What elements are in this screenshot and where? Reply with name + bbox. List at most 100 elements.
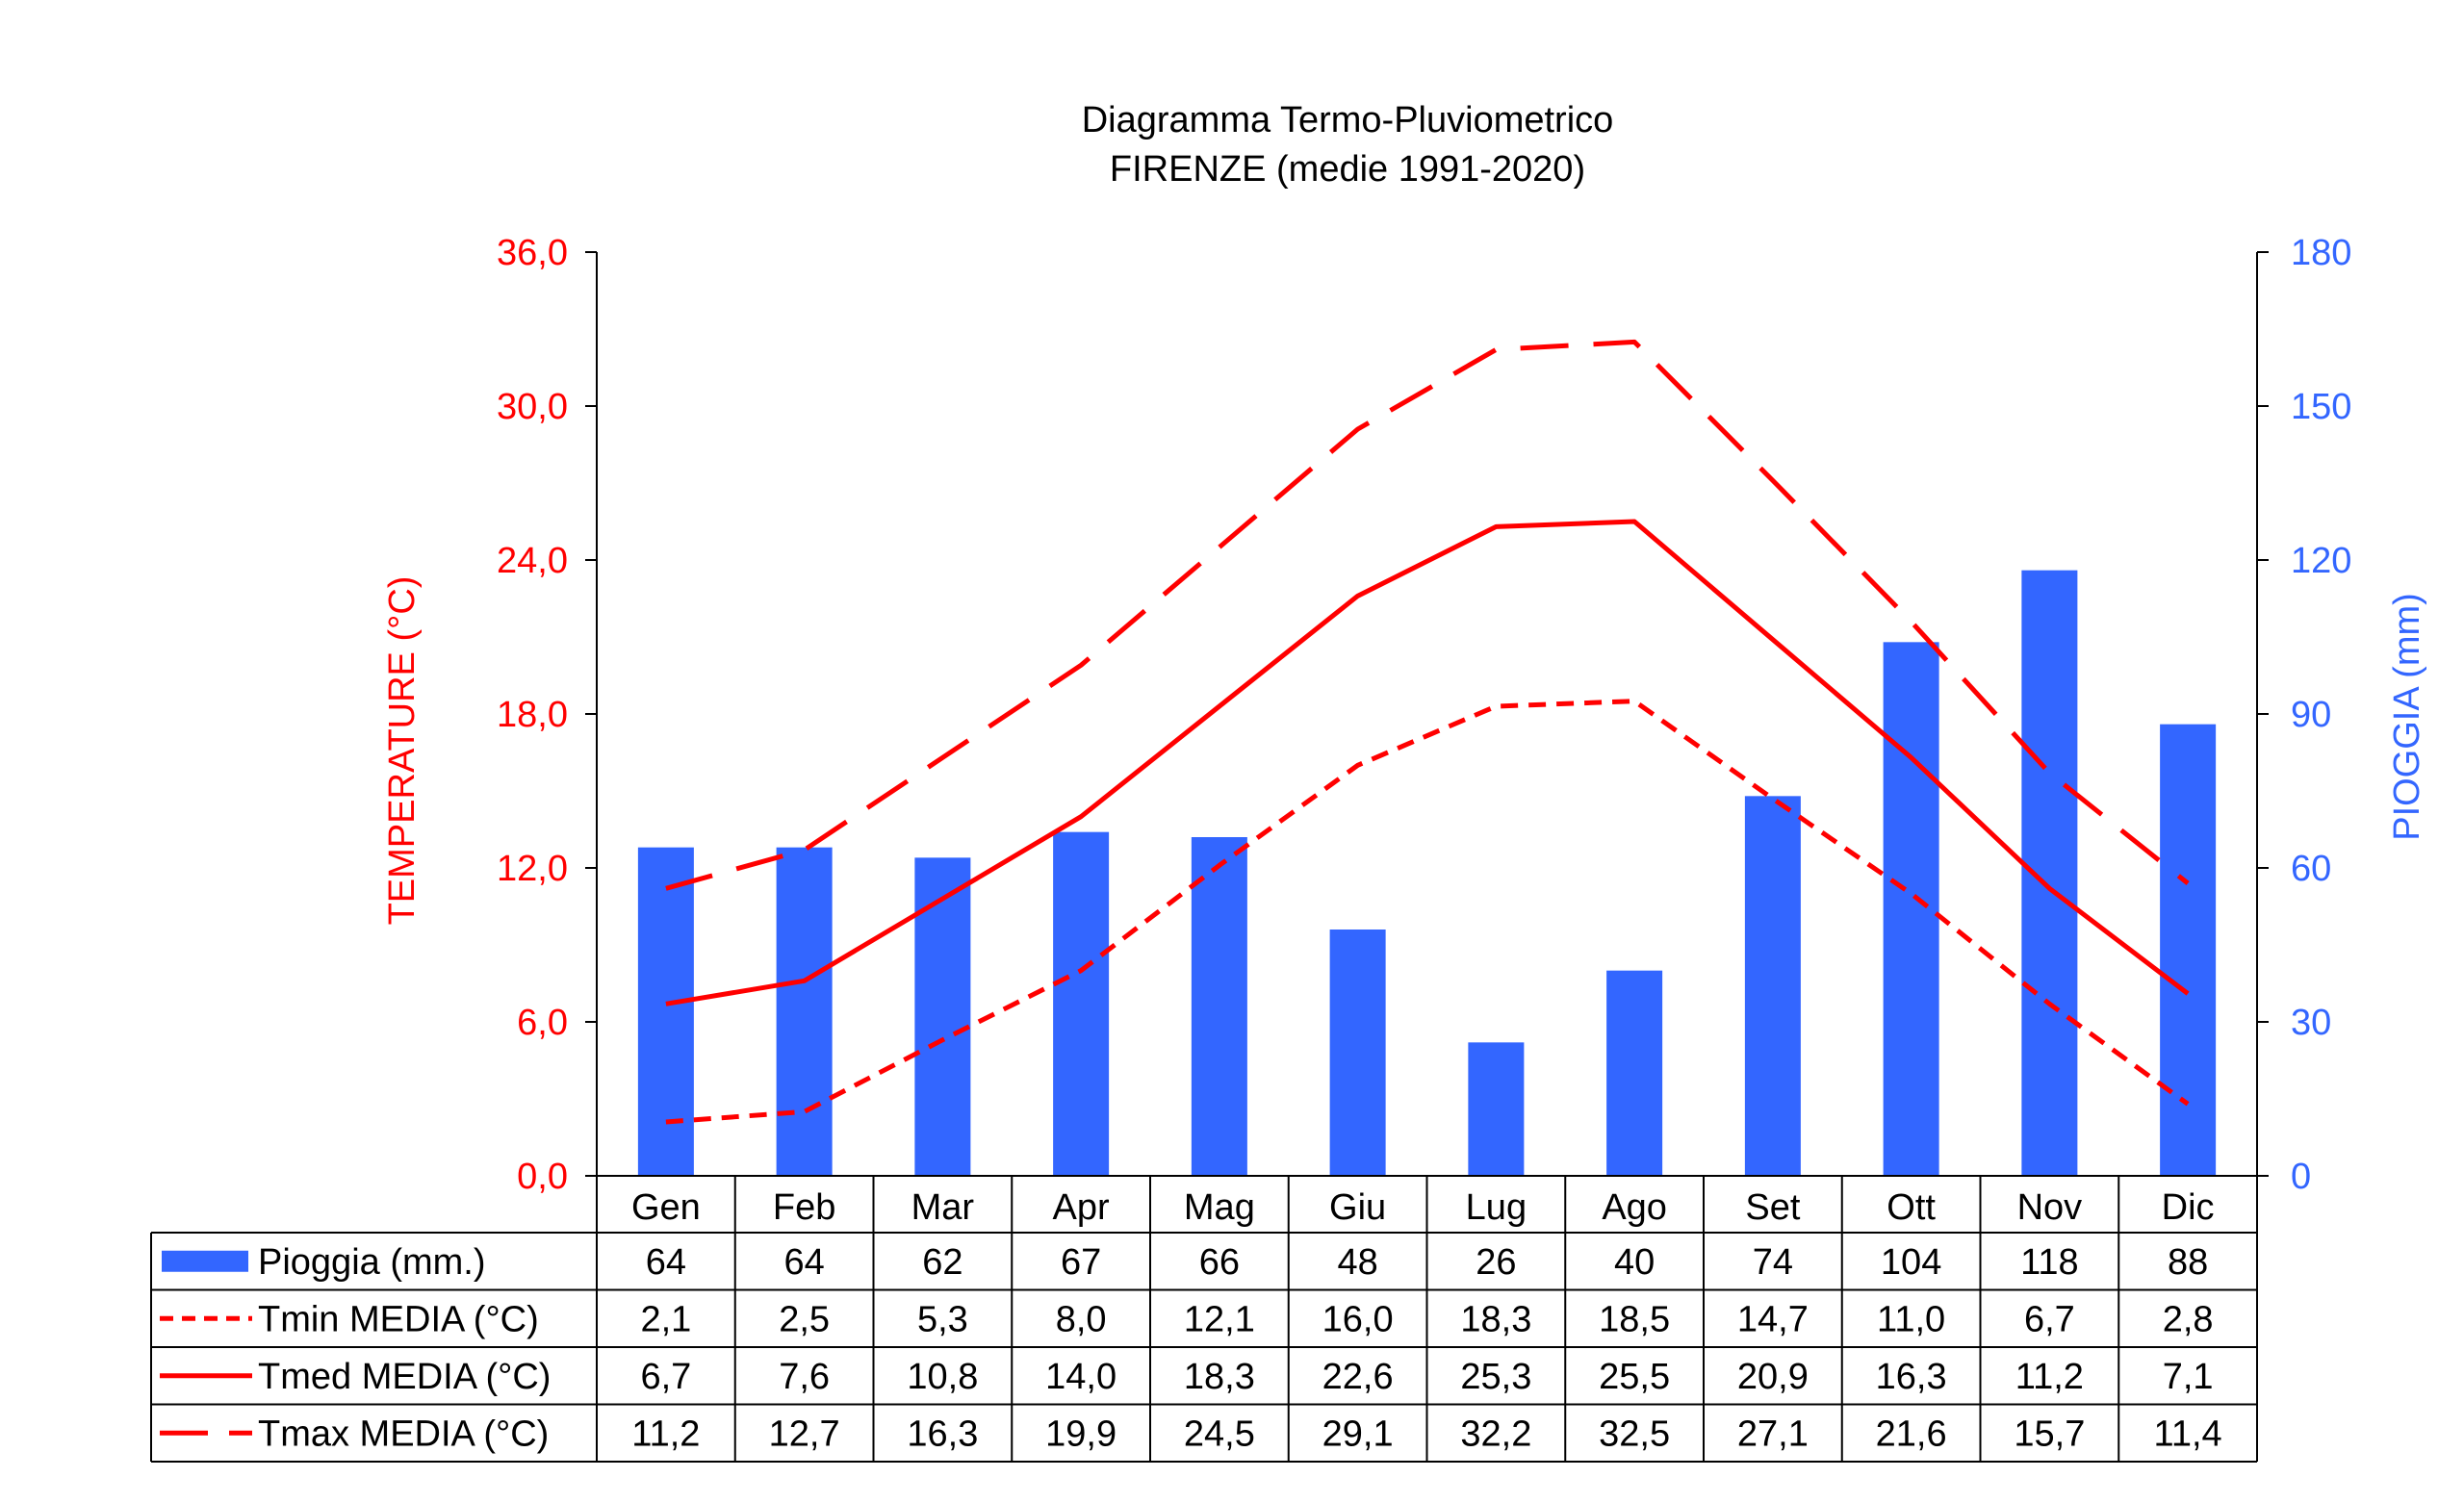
table-cell-tmax-mag: 24,5	[1184, 1414, 1255, 1454]
table-cell-tmin-giu: 16,0	[1322, 1299, 1394, 1339]
rain-bar-giu	[1329, 930, 1386, 1176]
y-left-axis-title: TEMPERATURE (°C)	[382, 576, 423, 926]
rain-bar-feb	[776, 847, 833, 1176]
table-cell-tmin-ott: 11,0	[1877, 1299, 1945, 1339]
x-tick-label-feb: Feb	[773, 1187, 835, 1228]
y-left-tick-label: 6,0	[517, 1003, 568, 1043]
table-cell-tmed-ott: 16,3	[1876, 1357, 1947, 1397]
y-right-tick-label: 30	[2291, 1003, 2331, 1043]
table-row-label-tmax: Tmax MEDIA (°C)	[258, 1414, 549, 1454]
table-cell-tmin-feb: 2,5	[779, 1299, 830, 1339]
table-cell-tmax-ott: 21,6	[1876, 1414, 1947, 1454]
y-left-tick-label: 36,0	[497, 233, 568, 273]
table-cell-tmed-gen: 6,7	[640, 1357, 691, 1397]
rain-bar-set	[1744, 796, 1801, 1176]
data-table: Gen Feb Mar Apr Mag Giu Lug Ago Set Ott Nov Dic Piog…	[150, 1176, 2258, 1463]
table-cell-tmax-gen: 11,2	[631, 1414, 700, 1454]
table-cell-tmed-set: 20,9	[1737, 1357, 1809, 1397]
table-cell-tmed-ago: 25,5	[1599, 1357, 1670, 1397]
table-cell-tmed-nov: 11,2	[2015, 1357, 2084, 1397]
table-cell-pioggia-ott: 104	[1881, 1242, 1941, 1283]
table-row-label-pioggia: Pioggia (mm.)	[258, 1242, 486, 1283]
table-cell-pioggia-gen: 64	[646, 1242, 686, 1283]
table-cell-pioggia-mar: 62	[922, 1242, 962, 1283]
table-row-label-tmin: Tmin MEDIA (°C)	[258, 1299, 539, 1339]
y-left-tick-label: 30,0	[497, 387, 568, 427]
y-left-tick-label: 24,0	[497, 541, 568, 581]
table-cell-tmax-nov: 15,7	[2014, 1414, 2085, 1454]
x-tick-label-apr: Apr	[1053, 1187, 1110, 1228]
table-cell-tmin-set: 14,7	[1737, 1299, 1809, 1339]
chart-subtitle: FIRENZE (medie 1991-2020)	[1110, 149, 1585, 190]
table-cell-tmax-giu: 29,1	[1322, 1414, 1394, 1454]
table-cell-tmed-lug: 25,3	[1460, 1357, 1531, 1397]
rain-bar-mar	[914, 857, 971, 1176]
table-cell-pioggia-lug: 26	[1476, 1242, 1516, 1283]
table-cell-tmax-set: 27,1	[1737, 1414, 1809, 1454]
rain-bar-mag	[1191, 837, 1247, 1176]
x-tick-label-nov: Nov	[2017, 1187, 2083, 1228]
x-tick-label-gen: Gen	[631, 1187, 701, 1228]
x-tick-label-set: Set	[1745, 1187, 1800, 1228]
table-cell-pioggia-ago: 40	[1614, 1242, 1655, 1283]
x-tick-label-giu: Giu	[1329, 1187, 1386, 1228]
table-cell-tmax-mar: 16,3	[907, 1414, 978, 1454]
axes: 0,0 6,0 12,0 18,0 24,0 30,0 36,0 0 30 60 90 120 150 1…	[497, 233, 2351, 1197]
y-right-tick-label: 120	[2291, 541, 2351, 581]
table-cell-pioggia-feb: 64	[783, 1242, 824, 1283]
legend-key-pioggia	[162, 1250, 248, 1272]
table-cell-pioggia-dic: 88	[2168, 1242, 2208, 1283]
table-cell-tmin-lug: 18,3	[1460, 1299, 1531, 1339]
y-right-tick-label: 90	[2291, 695, 2331, 735]
chart-title: Diagramma Termo-Pluviometrico	[1082, 100, 1614, 140]
y-left-tick-label: 18,0	[497, 695, 568, 735]
table-cell-pioggia-set: 74	[1753, 1242, 1793, 1283]
table-cell-tmed-mag: 18,3	[1184, 1357, 1255, 1397]
tmed-line	[665, 519, 2190, 1006]
rain-bar-ott	[1883, 642, 1939, 1176]
rain-bar-ago	[1606, 970, 1663, 1176]
table-cell-tmed-giu: 22,6	[1322, 1357, 1394, 1397]
table-cell-tmin-mag: 12,1	[1184, 1299, 1255, 1339]
table-cell-tmin-mar: 5,3	[917, 1299, 968, 1339]
temperature-lines	[665, 339, 2190, 1125]
y-right-tick-label: 180	[2291, 233, 2351, 273]
table-cell-tmax-ago: 32,5	[1599, 1414, 1670, 1454]
x-tick-label-dic: Dic	[2162, 1187, 2215, 1228]
y-right-tick-label: 150	[2291, 387, 2351, 427]
tmin-line	[665, 699, 2190, 1125]
table-cell-tmin-apr: 8,0	[1056, 1299, 1107, 1339]
table-cell-tmax-feb: 12,7	[769, 1414, 840, 1454]
x-tick-label-ott: Ott	[1886, 1187, 1936, 1228]
table-cell-tmed-dic: 7,1	[2163, 1357, 2214, 1397]
y-right-axis-title: PIOGGIA (mm)	[2387, 593, 2427, 841]
tmax-line	[665, 339, 2190, 891]
table-cell-tmin-gen: 2,1	[640, 1299, 691, 1339]
table-row-label-tmed: Tmed MEDIA (°C)	[258, 1357, 551, 1397]
table-cell-pioggia-giu: 48	[1337, 1242, 1377, 1283]
x-tick-label-lug: Lug	[1466, 1187, 1527, 1228]
y-left-tick-label: 0,0	[517, 1157, 568, 1197]
y-right-tick-label: 0	[2291, 1157, 2311, 1197]
x-tick-label-ago: Ago	[1602, 1187, 1667, 1228]
table-cell-tmax-dic: 11,4	[2154, 1414, 2222, 1454]
rain-bars	[637, 570, 2217, 1176]
table-cell-pioggia-mag: 66	[1199, 1242, 1240, 1283]
x-tick-label-mar: Mar	[911, 1187, 975, 1228]
table-cell-tmed-feb: 7,6	[779, 1357, 830, 1397]
rain-bar-gen	[637, 847, 694, 1176]
table-cell-tmax-apr: 19,9	[1045, 1414, 1116, 1454]
y-right-tick-label: 60	[2291, 849, 2331, 889]
table-cell-tmin-dic: 2,8	[2163, 1299, 2214, 1339]
table-cell-pioggia-nov: 118	[2020, 1242, 2079, 1283]
rain-bar-lug	[1468, 1042, 1525, 1176]
y-left-tick-label: 12,0	[497, 849, 568, 889]
table-cell-tmin-nov: 6,7	[2024, 1299, 2075, 1339]
table-cell-pioggia-apr: 67	[1061, 1242, 1101, 1283]
table-cell-tmed-mar: 10,8	[907, 1357, 978, 1397]
table-cell-tmax-lug: 32,2	[1460, 1414, 1531, 1454]
x-tick-label-mag: Mag	[1184, 1187, 1255, 1228]
rain-bar-dic	[2160, 724, 2217, 1176]
table-cell-tmed-apr: 14,0	[1045, 1357, 1116, 1397]
